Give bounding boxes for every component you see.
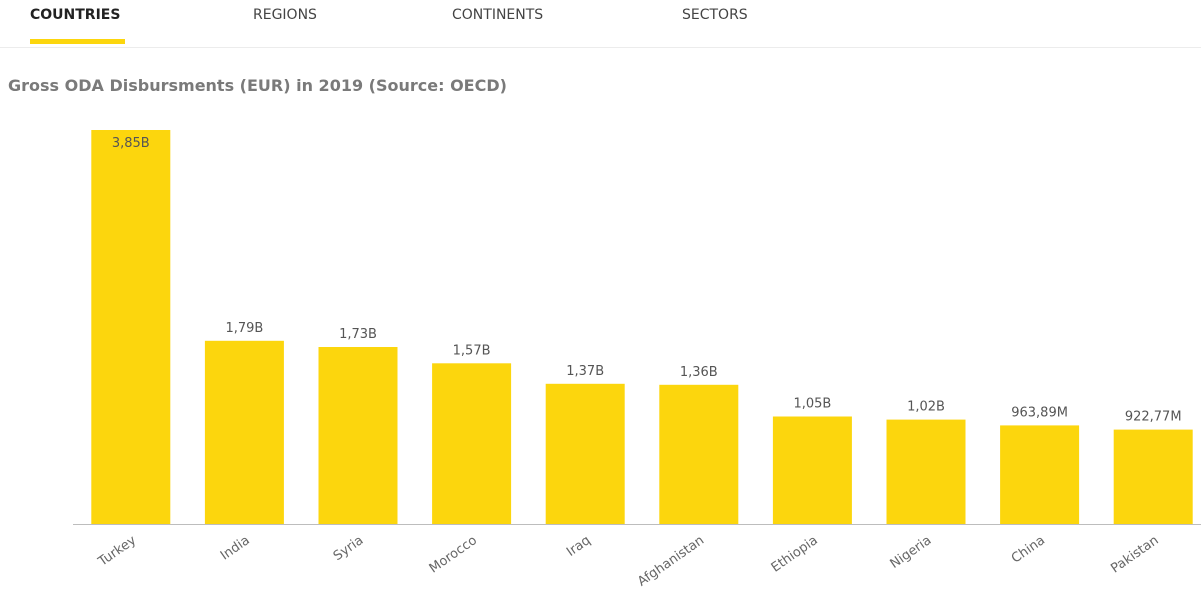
value-label-iraq: 1,37B bbox=[566, 364, 604, 379]
tab-continents-label: CONTINENTS bbox=[452, 7, 544, 23]
tab-countries[interactable]: COUNTRIES bbox=[30, 7, 125, 47]
bar-india[interactable] bbox=[204, 340, 284, 524]
value-label-ethiopia: 1,05B bbox=[793, 397, 831, 412]
category-label-pakistan: Pakistan bbox=[1108, 533, 1161, 577]
tab-bar: COUNTRIES REGIONS CONTINENTS SECTORS bbox=[0, 0, 1201, 48]
category-label-china: China bbox=[1009, 533, 1048, 567]
bar-nigeria[interactable] bbox=[886, 419, 966, 524]
bar-chart: 3,85B Turkey 1,79B India 1,73B Syria 1,57B Moro… bbox=[73, 130, 1201, 590]
value-label-afghanistan: 1,36B bbox=[680, 365, 718, 380]
category-label-morocco: Morocco bbox=[427, 533, 480, 577]
tab-regions[interactable]: REGIONS bbox=[253, 7, 317, 47]
bar-iraq[interactable] bbox=[545, 383, 625, 524]
category-label-syria: Syria bbox=[331, 533, 367, 564]
bar-ethiopia[interactable] bbox=[772, 416, 852, 525]
category-label-india: India bbox=[218, 533, 253, 564]
category-label-nigeria: Nigeria bbox=[888, 533, 935, 572]
bar-turkey[interactable] bbox=[91, 130, 171, 524]
active-tab-indicator bbox=[30, 39, 125, 44]
tab-regions-label: REGIONS bbox=[253, 7, 317, 23]
value-label-morocco: 1,57B bbox=[453, 343, 491, 358]
value-label-pakistan: 922,77M bbox=[1125, 410, 1182, 425]
value-label-syria: 1,73B bbox=[339, 327, 377, 342]
chart-title: Gross ODA Disbursments (EUR) in 2019 (So… bbox=[8, 76, 507, 95]
tab-sectors-label: SECTORS bbox=[682, 7, 748, 23]
tab-countries-label: COUNTRIES bbox=[30, 7, 121, 23]
category-label-turkey: Turkey bbox=[95, 533, 139, 570]
tab-continents[interactable]: CONTINENTS bbox=[452, 7, 543, 47]
value-label-turkey: 3,85B bbox=[112, 136, 150, 151]
bar-syria[interactable] bbox=[318, 347, 398, 524]
bar-pakistan[interactable] bbox=[1113, 429, 1193, 524]
category-label-iraq: Iraq bbox=[564, 533, 593, 560]
bar-morocco[interactable] bbox=[432, 363, 512, 524]
bars-layer bbox=[91, 130, 1193, 525]
tab-sectors[interactable]: SECTORS bbox=[682, 7, 748, 47]
category-label-ethiopia: Ethiopia bbox=[769, 533, 821, 576]
value-label-india: 1,79B bbox=[225, 321, 263, 336]
value-label-china: 963,89M bbox=[1011, 405, 1068, 420]
bar-china[interactable] bbox=[1000, 425, 1080, 524]
bar-afghanistan[interactable] bbox=[659, 384, 739, 524]
value-label-nigeria: 1,02B bbox=[907, 400, 945, 415]
category-label-afghanistan: Afghanistan bbox=[635, 533, 707, 590]
